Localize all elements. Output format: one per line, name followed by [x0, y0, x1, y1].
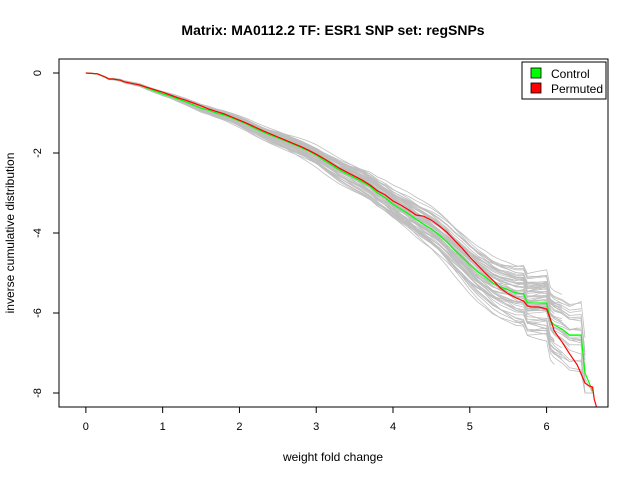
legend-label-permuted: Permuted — [551, 82, 603, 96]
plot-frame — [58, 58, 609, 408]
y-tick-label: 0 — [32, 70, 44, 76]
y-tick-label: -8 — [32, 388, 44, 398]
x-tick-label: 1 — [160, 421, 166, 433]
background-run-line — [85, 72, 570, 363]
background-run-line — [85, 72, 586, 394]
background-run-line — [85, 72, 555, 340]
y-tick-label: -2 — [32, 148, 44, 158]
x-tick-label: 6 — [544, 421, 550, 433]
background-run-line — [85, 72, 563, 360]
background-run-line — [85, 72, 586, 383]
legend-label-control: Control — [551, 67, 590, 81]
background-run-line — [85, 72, 586, 394]
background-run-line — [85, 72, 586, 378]
background-run-line — [85, 72, 551, 329]
background-run-line — [85, 72, 555, 333]
background-run-line — [85, 72, 586, 394]
background-run-line — [85, 72, 586, 338]
background-run-line — [85, 72, 555, 350]
legend-swatch-control — [530, 67, 542, 79]
background-run-line — [85, 72, 586, 383]
background-run-line — [85, 72, 570, 347]
background-run-line — [85, 72, 555, 318]
background-run-line — [85, 72, 547, 294]
y-axis-label: inverse cumulative distribution — [3, 153, 17, 314]
x-tick-label: 5 — [467, 421, 473, 433]
background-run-line — [85, 72, 593, 394]
series-line-control — [85, 72, 594, 392]
x-tick-label: 4 — [390, 421, 396, 433]
series-line-permuted — [85, 72, 598, 408]
background-run-line — [85, 72, 582, 305]
background-run-line — [85, 72, 570, 337]
x-tick-label: 3 — [313, 421, 319, 433]
background-permutation-runs — [85, 72, 593, 394]
x-tick-label: 2 — [236, 421, 242, 433]
y-tick-label: -6 — [32, 308, 44, 318]
chart-title: Matrix: MA0112.2 TF: ESR1 SNP set: regSN… — [181, 22, 484, 38]
y-axis: 0 -2 -4 -6 -8 — [32, 70, 60, 398]
background-run-line — [85, 72, 551, 350]
background-run-line — [85, 72, 555, 365]
x-tick-label: 0 — [83, 421, 89, 433]
series-layer — [85, 72, 598, 408]
x-axis: 0 1 2 3 4 5 6 — [83, 406, 550, 433]
legend-swatch-permuted — [530, 82, 542, 94]
y-tick-label: -4 — [32, 228, 44, 238]
background-run-line — [85, 72, 586, 353]
x-axis-label: weight fold change — [282, 450, 383, 464]
background-run-line — [85, 72, 593, 394]
background-run-line — [85, 72, 563, 356]
background-run-line — [85, 72, 586, 357]
background-run-line — [85, 72, 582, 313]
legend: Control Permuted — [521, 61, 607, 100]
background-run-line — [85, 72, 582, 337]
background-run-line — [85, 72, 593, 394]
background-run-line — [85, 72, 586, 369]
background-run-line — [85, 72, 562, 306]
background-run-line — [85, 72, 555, 343]
